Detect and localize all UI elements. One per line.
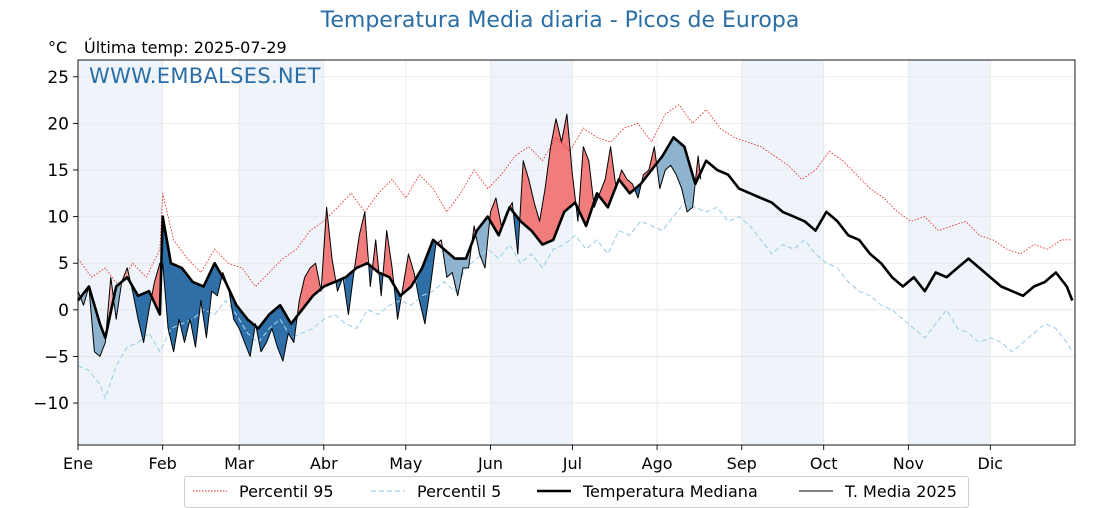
x-tick-label-oct: Oct bbox=[810, 454, 838, 473]
chart-title: Temperatura Media diaria - Picos de Euro… bbox=[320, 8, 800, 33]
anomaly-below-29 bbox=[442, 244, 472, 296]
legend-swatch-p95 bbox=[193, 490, 227, 492]
line-temperatura-mediana bbox=[76, 136, 1074, 340]
legend-label-p5: Percentil 5 bbox=[417, 482, 502, 501]
anomaly-below-27 bbox=[416, 239, 436, 324]
x-tick-label-may: May bbox=[389, 454, 422, 473]
anomaly-above-42 bbox=[642, 146, 656, 183]
y-tick-label: −5 bbox=[44, 347, 69, 367]
anomaly-above-38 bbox=[599, 146, 615, 208]
legend-swatch-current bbox=[799, 490, 833, 492]
anomaly-below-11 bbox=[229, 290, 255, 357]
axes: −10 −5 0 5 10 15 20 25 Ene Feb Mar Abr May Jun Jul Ago S… bbox=[33, 59, 1076, 473]
anomaly-below-23 bbox=[379, 273, 383, 296]
legend-item-current: T. Media 2025 bbox=[797, 481, 967, 503]
legend-item-median: Temperatura Mediana bbox=[535, 481, 785, 503]
anomaly-below-1 bbox=[80, 288, 88, 306]
y-tick-label: 0 bbox=[58, 301, 69, 321]
legend: Percentil 95 Percentil 5 Temperatura Med… bbox=[184, 476, 969, 508]
legend-swatch-median bbox=[537, 489, 571, 493]
legend-label-median: Temperatura Mediana bbox=[583, 482, 758, 501]
plot-frame bbox=[77, 59, 1076, 446]
line-percentil-95 bbox=[77, 104, 1073, 288]
x-tick-label-sep: Sep bbox=[727, 454, 757, 473]
y-tick-label: 25 bbox=[47, 68, 69, 88]
x-tick-label-ago: Ago bbox=[642, 454, 673, 473]
x-tick-label-feb: Feb bbox=[149, 454, 177, 473]
legend-item-p5: Percentil 5 bbox=[369, 481, 529, 503]
anomaly-above-24 bbox=[383, 230, 394, 285]
month-band-nov bbox=[908, 60, 991, 445]
anomaly-above-22 bbox=[373, 239, 379, 273]
x-tick-label-mar: Mar bbox=[224, 454, 255, 473]
month-band-sep bbox=[741, 60, 824, 445]
x-tick-label-dic: Dic bbox=[978, 454, 1004, 473]
line-t-media-2025 bbox=[77, 113, 702, 362]
y-axis-unit: °C bbox=[48, 38, 68, 57]
x-tick-label-jul: Jul bbox=[562, 454, 582, 473]
watermark-text: WWW.EMBALSES.NET bbox=[89, 64, 321, 88]
y-tick-label: 5 bbox=[58, 254, 69, 274]
anomaly-above-34 bbox=[520, 114, 576, 245]
legend-item-p95: Percentil 95 bbox=[191, 481, 351, 503]
anomaly-below-43 bbox=[657, 137, 694, 212]
legend-label-p95: Percentil 95 bbox=[239, 482, 334, 501]
legend-label-current: T. Media 2025 bbox=[845, 482, 957, 501]
anomaly-below-9 bbox=[162, 216, 222, 352]
y-tick-label: 15 bbox=[47, 161, 69, 181]
x-tick-label-nov: Nov bbox=[893, 454, 924, 473]
anomaly-below-33 bbox=[513, 212, 520, 254]
anomaly-above-32 bbox=[490, 198, 513, 236]
last-temp-label: Última temp: 2025-07-29 bbox=[84, 38, 287, 57]
anomaly-below-41 bbox=[635, 184, 641, 198]
x-tick-label-ene: Ene bbox=[63, 454, 93, 473]
month-band-mar bbox=[239, 60, 324, 445]
month-band-ene bbox=[78, 60, 163, 445]
month-band-jun bbox=[490, 60, 573, 445]
anomaly-below-19 bbox=[344, 270, 354, 315]
x-tick-label-abr: Abr bbox=[310, 454, 338, 473]
y-tick-label: −10 bbox=[33, 394, 69, 414]
x-tick-label-jun: Jun bbox=[477, 454, 503, 473]
line-percentil-5 bbox=[77, 201, 1073, 401]
series-lines bbox=[76, 104, 1074, 401]
anomaly-above-14 bbox=[297, 263, 320, 316]
month-bands bbox=[78, 60, 991, 445]
anomaly-above-20 bbox=[355, 211, 368, 269]
anomaly-above-40 bbox=[618, 170, 634, 194]
legend-swatch-p5 bbox=[371, 490, 405, 492]
gridlines bbox=[77, 60, 1075, 445]
y-tick-label: 10 bbox=[47, 208, 69, 228]
anomaly-fills bbox=[78, 114, 700, 362]
y-tick-label: 20 bbox=[47, 114, 69, 134]
